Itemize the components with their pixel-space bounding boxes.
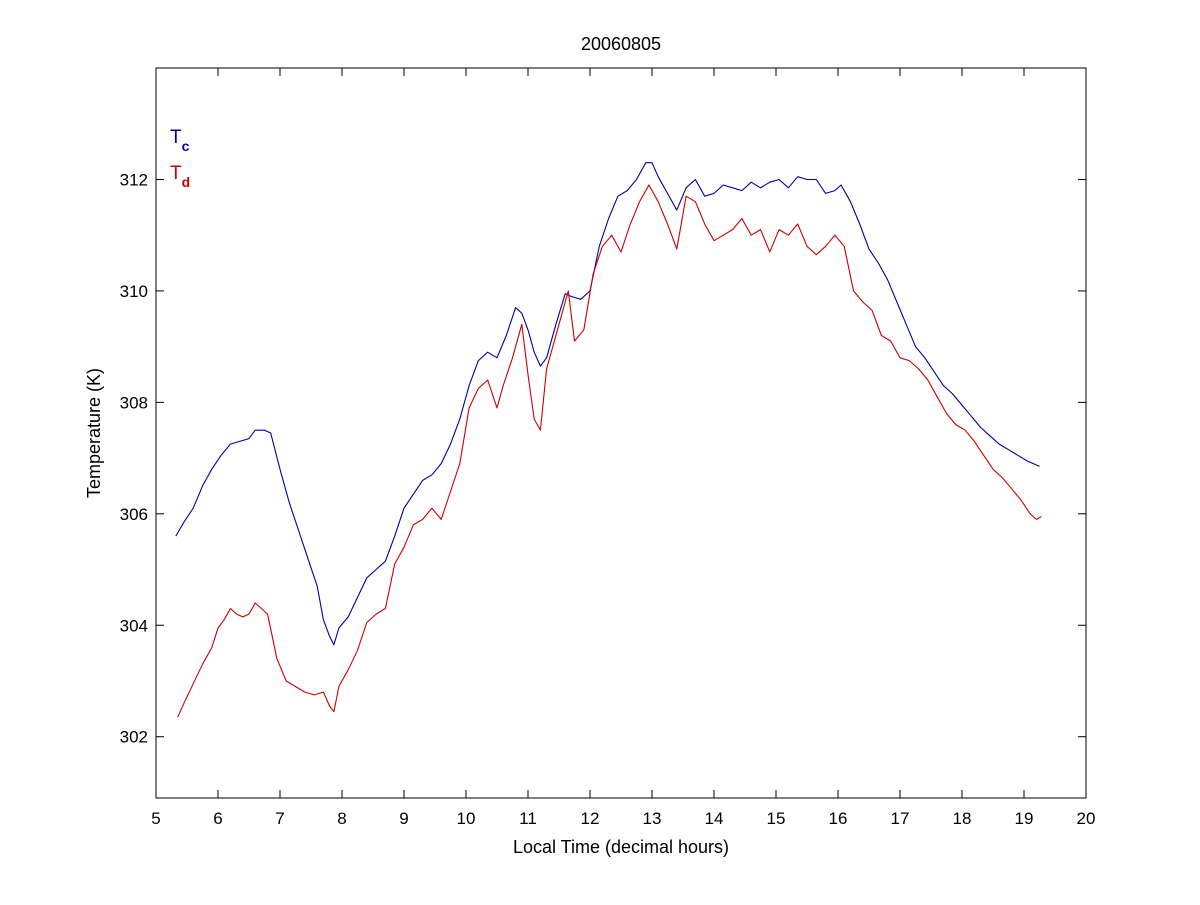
legend: Tc Td	[170, 127, 190, 190]
y-tick-label: 308	[120, 393, 148, 412]
x-tick-label: 9	[399, 809, 408, 828]
x-tick-label: 18	[953, 809, 972, 828]
x-tick-label: 17	[891, 809, 910, 828]
plot-area	[155, 67, 1087, 799]
x-axis: 5 6 7 8 9 10 11 12 13 14 15 16 17 18 19 20	[151, 68, 1095, 828]
y-axis: 302 304 306 308 310 312	[120, 170, 1086, 747]
x-tick-label: 12	[581, 809, 600, 828]
x-tick-label: 11	[519, 809, 537, 828]
x-tick-label: 5	[151, 809, 160, 828]
y-tick-label: 312	[120, 170, 148, 189]
x-tick-label: 16	[829, 809, 848, 828]
y-tick-label: 306	[120, 505, 148, 524]
legend-tc-subscript: c	[182, 138, 190, 154]
x-tick-label: 6	[213, 809, 222, 828]
y-axis-label: Temperature (K)	[84, 368, 104, 498]
x-axis-label: Local Time (decimal hours)	[513, 837, 729, 857]
x-tick-label: 8	[337, 809, 346, 828]
legend-entry-tc: Tc	[170, 127, 190, 154]
y-tick-label: 310	[120, 282, 148, 301]
y-tick-label: 302	[120, 728, 148, 747]
y-tick-label: 304	[120, 616, 148, 635]
x-tick-label: 20	[1077, 809, 1096, 828]
x-tick-label: 7	[275, 809, 284, 828]
legend-entry-td: Td	[170, 163, 190, 190]
x-tick-label: 14	[705, 809, 724, 828]
legend-td-name: T	[170, 163, 182, 184]
x-tick-label: 13	[643, 809, 662, 828]
series-line-td	[177, 184, 1042, 718]
x-tick-label: 15	[767, 809, 786, 828]
legend-td-subscript: d	[182, 174, 191, 190]
series-layer	[175, 162, 1042, 718]
legend-tc-name: T	[170, 127, 182, 148]
chart-title: 20060805	[581, 34, 661, 54]
x-tick-label: 19	[1015, 809, 1034, 828]
x-tick-label: 10	[457, 809, 476, 828]
